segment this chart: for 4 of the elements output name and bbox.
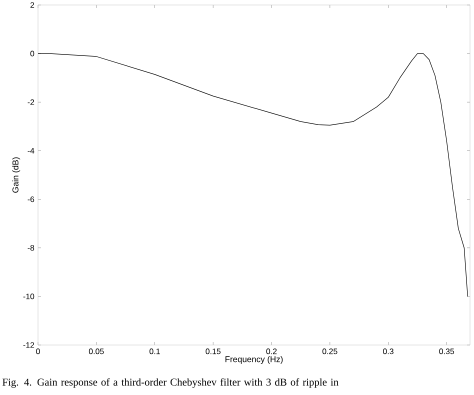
x-axis-title: Frequency (Hz): [226, 356, 283, 364]
caption: Fig. 4. Gain response of a third-order Chebyshev filter with 3 dB of ripple in: [2, 378, 338, 388]
y-axis-title: Gain (dB): [12, 157, 20, 193]
line-series: [38, 53, 468, 297]
